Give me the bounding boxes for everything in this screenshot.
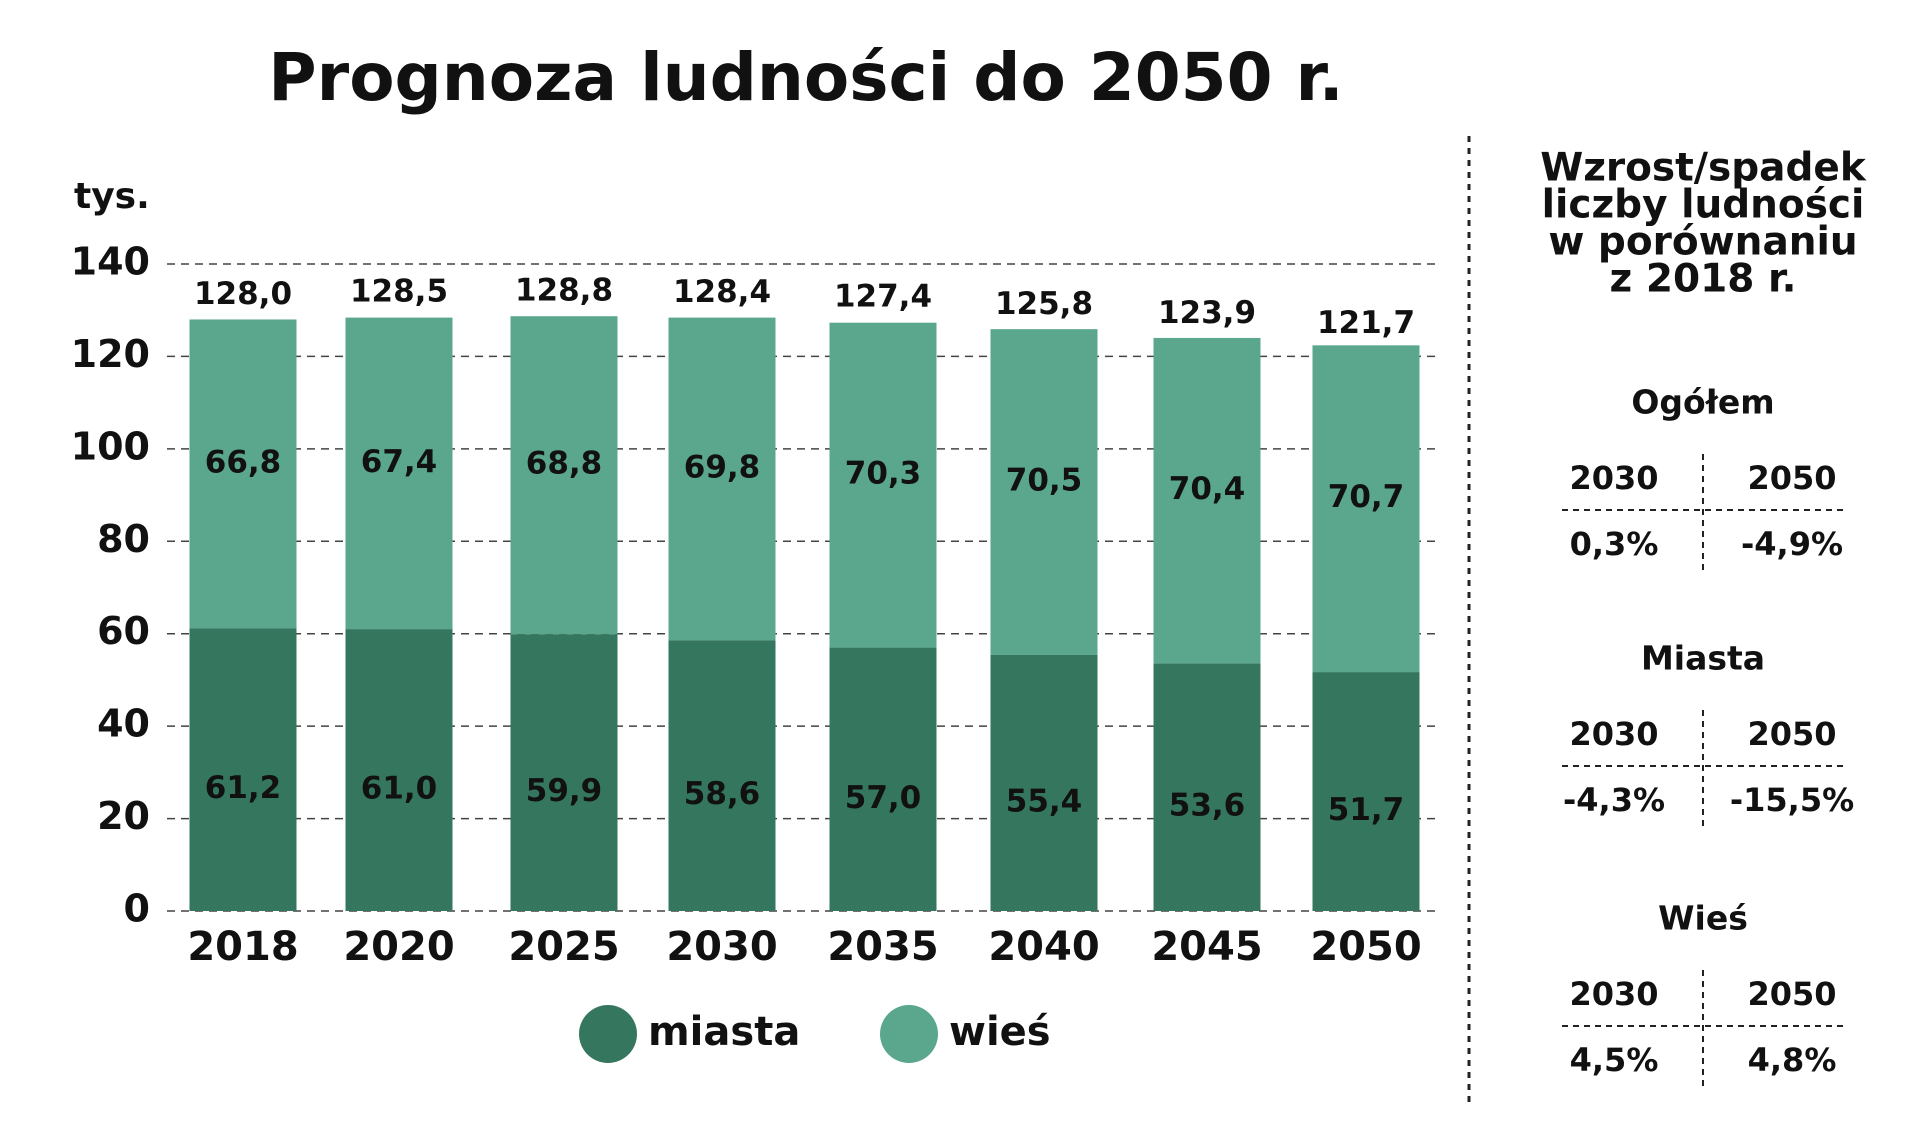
- bar-segment: [510, 316, 618, 635]
- panel-title: Wzrost/spadek: [1540, 146, 1867, 191]
- data-label: 70,5: [1006, 463, 1083, 499]
- total-label: 128,8: [515, 272, 613, 308]
- data-label: 66,8: [205, 444, 282, 480]
- y-tick-label: 0: [124, 887, 150, 931]
- x-tick-label: 2020: [343, 924, 454, 970]
- bar-segment: [668, 640, 776, 911]
- bar-segment: [668, 317, 776, 641]
- total-label: 128,4: [673, 274, 771, 310]
- bar-segment: [990, 329, 1098, 655]
- x-tick-label: 2035: [827, 924, 938, 970]
- x-tick-label: 2040: [988, 924, 1099, 970]
- bar-segment: [829, 647, 937, 911]
- section-name: Ogółem: [1631, 383, 1774, 422]
- total-label: 123,9: [1158, 295, 1256, 331]
- data-label: 61,2: [205, 770, 282, 806]
- y-tick-label: 40: [97, 702, 150, 746]
- total-label: 127,4: [834, 279, 932, 315]
- bar-segment: [1153, 337, 1261, 664]
- data-label: 70,7: [1328, 479, 1405, 515]
- y-tick-label: 100: [71, 424, 150, 468]
- y-tick-label: 120: [71, 332, 150, 376]
- column-header: 2050: [1747, 975, 1836, 1013]
- data-label: 57,0: [845, 780, 922, 816]
- panel-title: w porównaniu: [1548, 220, 1857, 265]
- data-label: 53,6: [1169, 788, 1246, 824]
- data-label: 68,8: [526, 446, 603, 482]
- change-value: 4,8%: [1748, 1041, 1837, 1079]
- bar-segment: [345, 317, 453, 630]
- y-axis-label: tys.: [74, 176, 150, 217]
- column-header: 2030: [1569, 715, 1658, 753]
- bar-segment: [510, 634, 618, 911]
- panel-title: liczby ludności: [1542, 183, 1865, 228]
- data-label: 61,0: [361, 771, 438, 807]
- bar-segment: [189, 628, 297, 911]
- legend-marker: [880, 1005, 938, 1063]
- data-label: 69,8: [684, 449, 761, 485]
- data-label: 70,4: [1169, 471, 1246, 507]
- total-label: 128,0: [194, 276, 292, 312]
- bar-segment: [1153, 663, 1261, 911]
- total-label: 128,5: [350, 274, 448, 310]
- legend-label: miasta: [648, 1009, 800, 1055]
- change-value: -15,5%: [1730, 781, 1854, 819]
- bar-segment: [189, 319, 297, 629]
- total-label: 121,7: [1317, 305, 1415, 341]
- y-tick-label: 60: [97, 609, 150, 653]
- change-value: -4,9%: [1741, 525, 1843, 563]
- legend-label: wieś: [949, 1009, 1051, 1055]
- x-tick-label: 2050: [1310, 924, 1421, 970]
- column-header: 2050: [1747, 715, 1836, 753]
- bar-segment: [990, 654, 1098, 911]
- section-name: Miasta: [1641, 639, 1765, 678]
- x-tick-label: 2018: [187, 924, 298, 970]
- data-label: 55,4: [1006, 783, 1083, 819]
- column-header: 2050: [1747, 459, 1836, 497]
- data-label: 51,7: [1328, 792, 1405, 828]
- total-label: 125,8: [995, 286, 1093, 322]
- bar-segment: [345, 629, 453, 911]
- data-label: 58,6: [684, 776, 761, 812]
- bar-segment: [1312, 672, 1420, 911]
- change-value: -4,3%: [1563, 781, 1665, 819]
- change-value: 0,3%: [1570, 525, 1659, 563]
- change-value: 4,5%: [1570, 1041, 1659, 1079]
- y-tick-label: 80: [97, 517, 150, 561]
- x-tick-label: 2045: [1151, 924, 1262, 970]
- section-name: Wieś: [1658, 899, 1748, 938]
- data-label: 67,4: [361, 444, 438, 480]
- y-tick-label: 140: [71, 240, 150, 284]
- x-tick-label: 2030: [666, 924, 777, 970]
- bar-segment: [1312, 345, 1420, 673]
- panel-title: z 2018 r.: [1610, 257, 1797, 302]
- bar-segment: [829, 322, 937, 648]
- data-label: 70,3: [845, 456, 922, 492]
- chart-title: Prognoza ludności do 2050 r.: [268, 39, 1343, 116]
- x-tick-label: 2025: [508, 924, 619, 970]
- legend-marker: [579, 1005, 637, 1063]
- column-header: 2030: [1569, 459, 1658, 497]
- column-header: 2030: [1569, 975, 1658, 1013]
- data-label: 59,9: [526, 773, 603, 809]
- y-tick-label: 20: [97, 794, 150, 838]
